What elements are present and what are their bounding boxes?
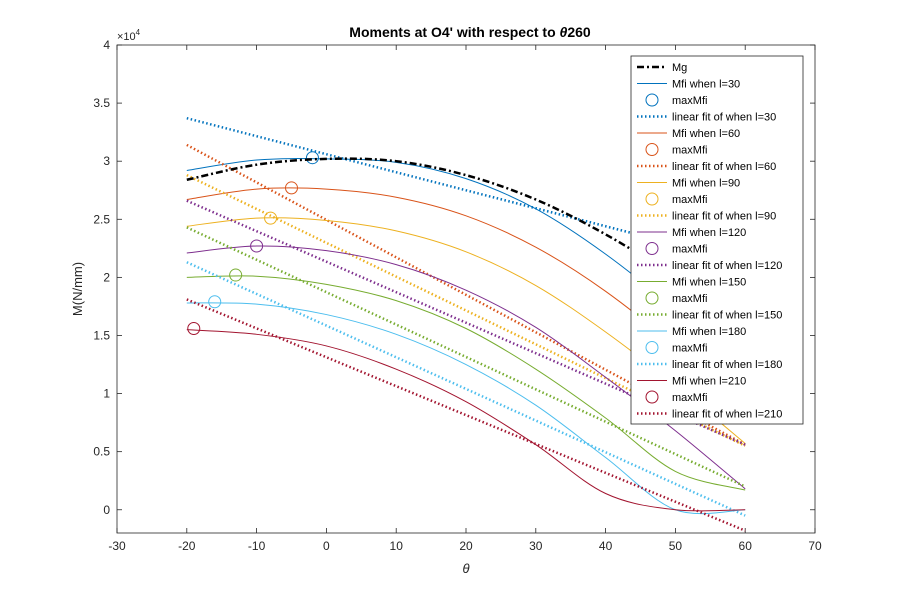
legend-label: Mfi when l=180 (672, 326, 746, 338)
legend-label: maxMfi (672, 95, 707, 107)
legend-label: linear fit of when l=90 (672, 211, 776, 223)
x-tick-label: 0 (323, 539, 330, 553)
legend-swatch-marker (645, 93, 659, 107)
legend-label: linear fit of when l=210 (672, 409, 782, 421)
legend-label: Mfi when l=30 (672, 79, 740, 91)
legend-label: maxMfi (672, 194, 707, 206)
y-tick-label: 2 (103, 270, 110, 284)
x-tick-label: 70 (808, 539, 822, 553)
legend-label: Mfi when l=120 (672, 227, 746, 239)
y-tick-label: 3 (103, 154, 110, 168)
linear-fit-line-4 (186, 199, 746, 446)
legend-label: maxMfi (672, 145, 707, 157)
x-tick-label: 60 (739, 539, 753, 553)
max-marker-4 (250, 239, 264, 253)
legend-label: maxMfi (672, 244, 707, 256)
y-exponent-label: ×104 (117, 28, 141, 43)
x-tick-label: 30 (529, 539, 543, 553)
x-axis-ticks: -30 -20 -10 0 10 20 30 40 50 60 70 (108, 45, 822, 553)
max-marker-6 (208, 295, 222, 309)
y-tick-label: 3.5 (93, 96, 110, 110)
legend-label: linear fit of when l=30 (672, 112, 776, 124)
y-tick-label: 1.5 (93, 328, 110, 342)
legend-label: maxMfi (672, 343, 707, 355)
linear-fit-line-5 (186, 226, 746, 488)
y-tick-label: 2.5 (93, 212, 110, 226)
x-tick-label: -20 (178, 539, 196, 553)
legend-swatch-marker (645, 192, 659, 206)
legend-swatch-marker (645, 143, 659, 156)
legend-label: linear fit of when l=180 (672, 359, 782, 371)
y-axis-ticks: 0 0.5 1 1.5 2 2.5 3 3.5 4 (93, 38, 815, 517)
legend-label: linear fit of when l=60 (672, 161, 776, 173)
chart-title: Moments at O4' with respect to θ260 (349, 24, 591, 40)
x-tick-label: 10 (390, 539, 404, 553)
legend-swatch-marker (645, 390, 659, 404)
legend-swatch-marker (645, 242, 659, 255)
x-tick-label: 40 (599, 539, 613, 553)
max-marker-7 (187, 322, 201, 336)
x-tick-label: -10 (248, 539, 266, 553)
legend: Mg Mfi when l=30 maxMfi linear fit of when … (630, 55, 804, 425)
y-tick-label: 0.5 (93, 445, 110, 459)
legend-label: Mfi when l=210 (672, 376, 746, 388)
x-axis-label: θ (462, 561, 469, 576)
legend-label: Mfi when l=90 (672, 178, 740, 190)
mfi-line-5 (186, 275, 746, 491)
max-marker-5 (229, 268, 243, 282)
legend-label: linear fit of when l=120 (672, 260, 782, 272)
linear-fit-line-7 (186, 298, 746, 532)
x-tick-label: 20 (459, 539, 473, 553)
legend-label: Mfi when l=150 (672, 277, 746, 289)
legend-label: linear fit of when l=150 (672, 310, 782, 322)
y-tick-label: 0 (103, 503, 110, 517)
max-marker-1 (305, 151, 319, 165)
mfi-line-6 (186, 302, 746, 515)
y-tick-label: 4 (103, 38, 110, 52)
x-tick-label: -30 (108, 539, 126, 553)
x-tick-label: 50 (669, 539, 683, 553)
y-tick-label: 1 (103, 387, 110, 401)
max-marker-3 (264, 211, 278, 225)
y-axis-label: M(N/mm) (70, 262, 85, 316)
legend-swatch-marker (645, 291, 659, 305)
legend-label: Mg (672, 62, 687, 74)
legend-box (630, 55, 804, 425)
legend-label: Mfi when l=60 (672, 128, 740, 140)
legend-label: maxMfi (672, 392, 707, 404)
legend-swatch-marker (645, 341, 659, 354)
title-symbol: θ (560, 24, 568, 40)
legend-label: maxMfi (672, 293, 707, 305)
max-marker-2 (285, 181, 298, 195)
